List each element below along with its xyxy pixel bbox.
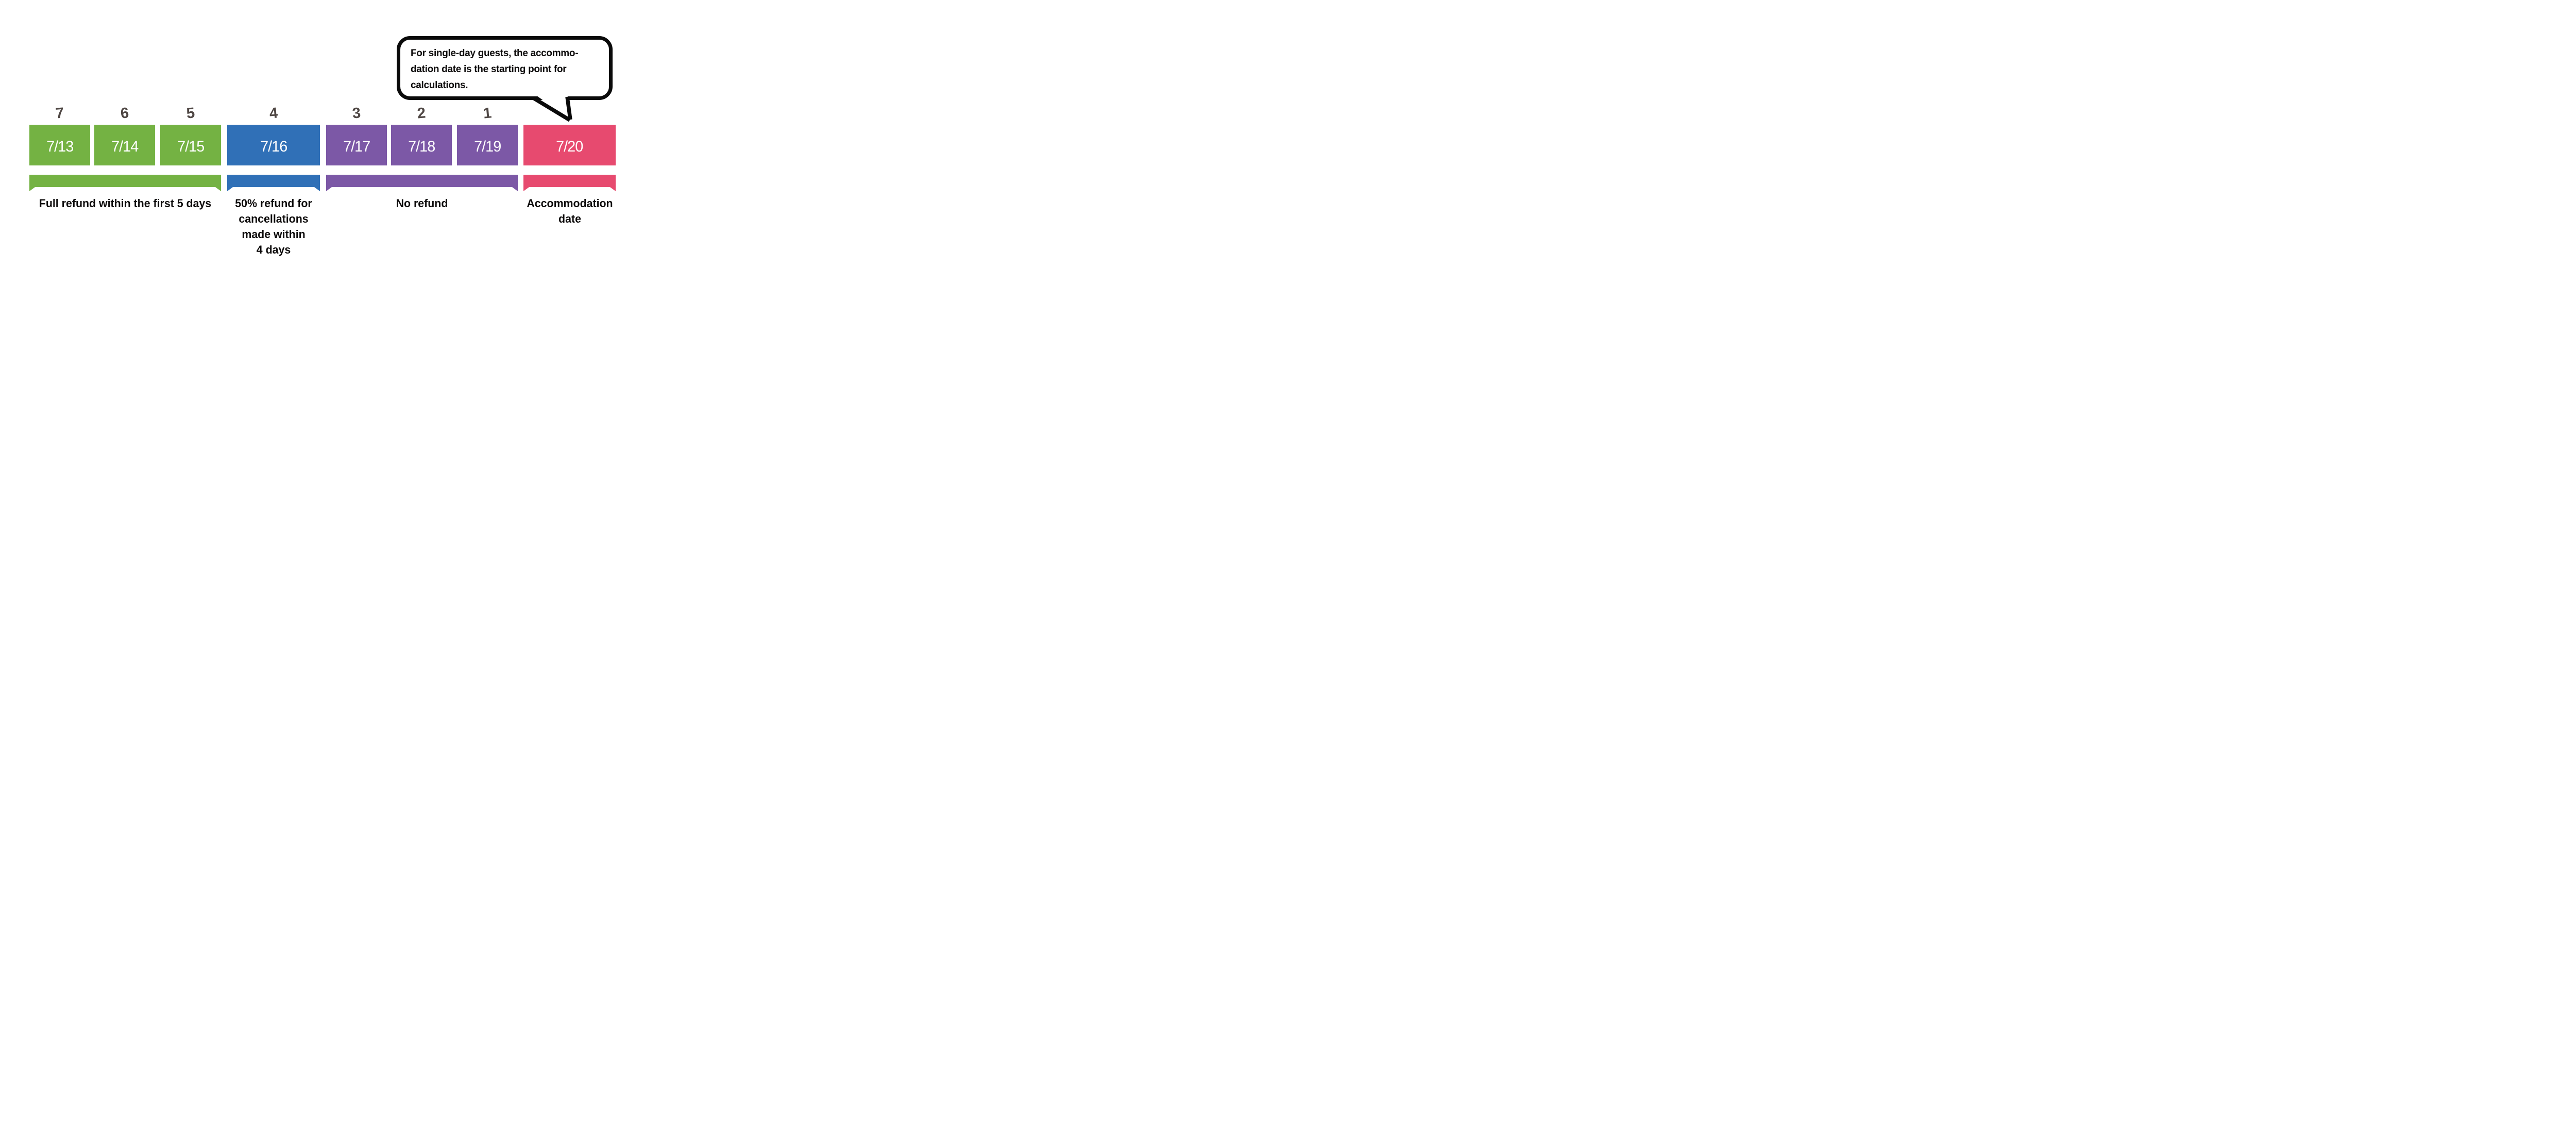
date-label: 7/13 bbox=[46, 138, 74, 155]
bracket-full-refund bbox=[29, 175, 221, 191]
day-cell-7-18: 2 7/18 bbox=[391, 105, 452, 165]
date-label: 7/17 bbox=[343, 138, 370, 155]
day-cell-7-13: 7 7/13 bbox=[29, 105, 90, 165]
day-cell-7-17: 3 7/17 bbox=[326, 105, 387, 165]
callout-bubble: For single-day guests, the accommo- dati… bbox=[397, 36, 613, 100]
countdown-number: 4 bbox=[268, 105, 279, 122]
date-label: 7/19 bbox=[473, 138, 501, 155]
bracket-accommodation-date bbox=[523, 175, 616, 191]
day-cell-7-15: 5 7/15 bbox=[160, 105, 221, 165]
day-cell-7-19: 1 7/19 bbox=[457, 105, 518, 165]
label-accommodation-date: Accommodation date bbox=[527, 197, 613, 225]
countdown-number: 6 bbox=[120, 105, 130, 122]
countdown-number: 1 bbox=[482, 105, 493, 122]
day-cell-7-20: 7/20 bbox=[523, 125, 616, 165]
countdown-number: 5 bbox=[185, 105, 196, 122]
label-full-refund: Full refund within the first 5 days bbox=[39, 197, 212, 210]
date-label: 7/18 bbox=[408, 138, 435, 155]
label-half-refund: 50% refund for cancellations made within… bbox=[235, 197, 312, 256]
bracket-no-refund bbox=[326, 175, 518, 191]
label-no-refund: No refund bbox=[396, 197, 448, 210]
callout-text: For single-day guests, the accommo- dati… bbox=[411, 48, 579, 91]
refund-policy-timeline-diagram: For single-day guests, the accommo- dati… bbox=[0, 0, 646, 285]
date-label: 7/14 bbox=[111, 138, 139, 155]
countdown-number bbox=[523, 101, 615, 109]
date-label: 7/20 bbox=[556, 138, 583, 155]
date-label: 7/15 bbox=[177, 138, 205, 155]
day-cell-7-16: 4 7/16 bbox=[227, 105, 320, 165]
countdown-number: 7 bbox=[55, 105, 65, 122]
countdown-number: 3 bbox=[351, 105, 362, 122]
countdown-number: 2 bbox=[416, 105, 427, 122]
date-label: 7/16 bbox=[260, 138, 287, 155]
bracket-half-refund bbox=[227, 175, 320, 191]
day-cell-7-14: 6 7/14 bbox=[94, 105, 155, 165]
